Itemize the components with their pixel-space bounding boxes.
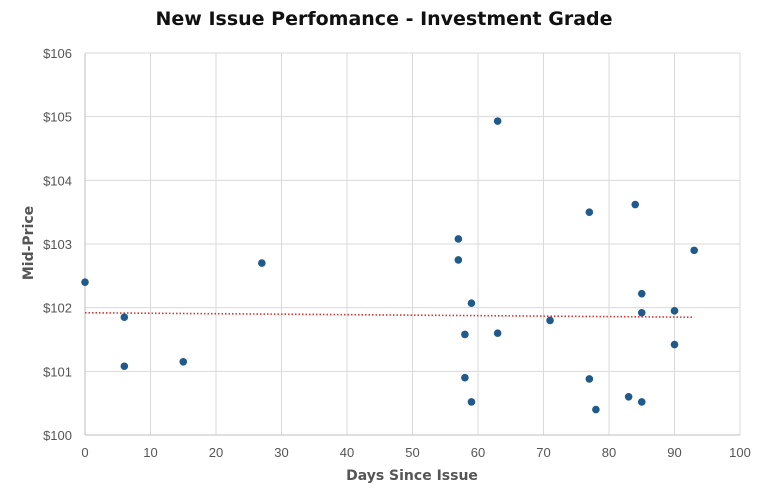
chart-title: New Issue Perfomance - Investment Grade [155, 8, 613, 30]
data-point [467, 299, 476, 308]
y-tick-label: $100 [43, 428, 72, 443]
tick-labels: 0 10 20 30 40 50 60 70 80 90 100 $100 $101 $102 $103 $1… [43, 46, 751, 460]
x-tick-label: 20 [209, 445, 223, 460]
data-point [631, 200, 639, 209]
data-point [690, 246, 698, 255]
data-point [637, 398, 646, 406]
x-tick-label: 90 [667, 445, 681, 460]
x-tick-label: 100 [729, 445, 751, 460]
y-tick-label: $101 [43, 364, 72, 379]
data-point [592, 405, 600, 414]
data-point [120, 313, 129, 322]
data-point [493, 329, 502, 337]
data-point [637, 308, 646, 317]
data-point [670, 307, 679, 315]
y-tick-label: $103 [43, 237, 72, 252]
data-point [467, 398, 476, 406]
data-point [258, 259, 266, 267]
trendline-layer [84, 311, 695, 319]
x-tick-label: 10 [143, 445, 157, 460]
data-point [461, 373, 469, 382]
x-tick-label: 30 [274, 445, 288, 460]
x-tick-label: 70 [536, 445, 550, 460]
data-point [120, 362, 129, 371]
trendline [84, 311, 695, 319]
x-tick-label: 80 [602, 445, 616, 460]
data-point [585, 375, 594, 383]
data-points [81, 117, 698, 414]
data-point [585, 208, 594, 216]
y-tick-label: $104 [43, 173, 72, 188]
data-point [546, 316, 554, 325]
data-point [81, 278, 89, 287]
data-point [454, 235, 463, 243]
data-point [493, 117, 502, 125]
x-tick-label: 40 [340, 445, 354, 460]
grid [85, 52, 741, 435]
y-tick-label: $106 [43, 46, 72, 61]
y-tick-label: $105 [43, 110, 72, 125]
x-axis-title: Days Since Issue [346, 468, 478, 484]
x-tick-label: 50 [405, 445, 419, 460]
x-tick-label: 60 [471, 445, 485, 460]
data-point [454, 256, 463, 264]
data-point [637, 289, 646, 298]
data-point [624, 393, 633, 401]
y-axis-title: Mid-Price [21, 206, 37, 280]
axes [84, 53, 740, 436]
x-tick-label: 0 [81, 445, 88, 460]
y-tick-label: $102 [43, 301, 72, 316]
data-point [670, 340, 679, 349]
data-point [461, 330, 469, 339]
data-point [179, 357, 188, 366]
